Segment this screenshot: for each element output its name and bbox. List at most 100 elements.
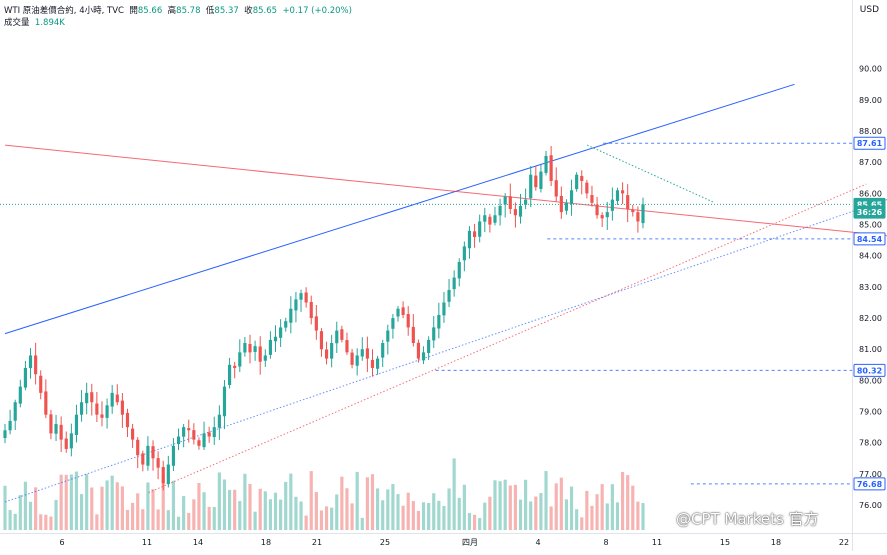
- volume-bar: [401, 505, 405, 530]
- candle-body: [171, 445, 176, 466]
- currency-label[interactable]: USD: [859, 5, 879, 15]
- candle-body: [39, 375, 43, 393]
- candle-body: [212, 427, 216, 438]
- volume-bar: [503, 479, 507, 530]
- open-value: 85.66: [137, 6, 163, 16]
- candle-body: [493, 215, 497, 223]
- candle-body: [381, 343, 385, 358]
- high-label: 高: [167, 6, 177, 16]
- candle-body: [74, 414, 79, 435]
- volume-bar: [636, 501, 640, 530]
- candle-body: [575, 174, 579, 190]
- candle-body: [376, 358, 380, 369]
- volume-bar: [299, 501, 303, 530]
- volume-bar: [544, 471, 548, 530]
- candle-body: [192, 430, 196, 440]
- volume-bar: [345, 488, 349, 530]
- volume-bar: [575, 509, 579, 530]
- volume-bar: [238, 501, 242, 530]
- volume-bar: [467, 513, 472, 530]
- candle-body: [421, 352, 426, 361]
- volume-bar: [508, 485, 512, 530]
- candle-body: [28, 355, 33, 369]
- price-label-box: [853, 205, 886, 219]
- volume-bar: [539, 493, 543, 530]
- symbol-title: WTI 原油差價合約, 4小時, TVC: [4, 6, 124, 16]
- price-label-box: [853, 232, 886, 246]
- volume-bar: [585, 490, 589, 530]
- candle-body: [350, 352, 354, 365]
- volume-bar: [212, 506, 216, 530]
- volume-bar: [442, 505, 446, 530]
- y-tick-label: 86.00: [859, 189, 882, 198]
- volume-bar: [518, 499, 523, 530]
- volume-bar: [340, 476, 344, 530]
- volume-bar: [141, 509, 145, 530]
- candle-body: [345, 340, 349, 353]
- volume-bar: [176, 516, 181, 530]
- candle-body: [8, 420, 12, 431]
- candle-body: [340, 329, 344, 340]
- volume-bar: [626, 475, 630, 530]
- candle-body: [207, 432, 211, 437]
- volume-bar: [227, 489, 232, 530]
- candle-body: [569, 190, 574, 204]
- candle-body: [3, 430, 7, 439]
- candle-body: [238, 352, 242, 367]
- price-label-box: [853, 477, 886, 491]
- volume-bar: [355, 471, 359, 530]
- volume-bar: [28, 501, 33, 530]
- y-tick-label: 82.00: [859, 314, 882, 323]
- candle-body: [324, 349, 329, 359]
- candle-body: [156, 458, 160, 468]
- candle-body: [396, 308, 400, 317]
- candle-body: [176, 436, 181, 445]
- volume-bar: [590, 505, 594, 530]
- candle-body: [478, 221, 482, 237]
- candle-body: [131, 428, 135, 440]
- candle-body: [549, 155, 553, 181]
- volume-bar: [182, 496, 186, 530]
- y-tick-label: 88.00: [859, 127, 882, 136]
- x-tick-label: 18: [771, 538, 781, 547]
- volume-bar: [79, 494, 84, 530]
- candle-body: [233, 365, 237, 368]
- volume-bar: [233, 489, 237, 530]
- volume-bar: [437, 500, 441, 530]
- volume-bar: [263, 491, 267, 530]
- volume-bar: [156, 509, 160, 530]
- candle-body: [217, 414, 221, 428]
- candle-body: [365, 348, 369, 359]
- candle-body: [120, 400, 124, 415]
- candle-body: [355, 355, 359, 366]
- close-label: 收: [244, 6, 253, 16]
- candle-body: [110, 392, 114, 407]
- volume-bar: [534, 496, 538, 530]
- red-dotted-line: [148, 183, 867, 494]
- y-tick-label: 90.00: [859, 65, 882, 74]
- volume-bar: [376, 488, 380, 530]
- volume-bar: [74, 471, 79, 530]
- candle-body: [258, 346, 262, 362]
- candle-body: [253, 346, 257, 352]
- volume-bar: [600, 484, 604, 530]
- volume-bar: [605, 503, 609, 530]
- candle-body: [427, 339, 431, 354]
- volume-bar: [432, 493, 436, 530]
- candle-body: [442, 302, 446, 316]
- candle-body: [100, 414, 104, 418]
- change-value: +0.17 (+0.20%): [282, 6, 352, 16]
- candle-body: [304, 292, 308, 303]
- candle-body: [49, 414, 53, 434]
- volume-bar: [447, 488, 451, 530]
- x-tick-label: 15: [720, 538, 730, 547]
- y-tick-label: 87.00: [859, 158, 882, 167]
- volume-bar: [488, 496, 492, 530]
- candles: [3, 145, 645, 491]
- candle-body: [391, 318, 395, 329]
- watermark-text: @CPT Markets 官方: [676, 510, 819, 528]
- candle-body: [64, 438, 68, 449]
